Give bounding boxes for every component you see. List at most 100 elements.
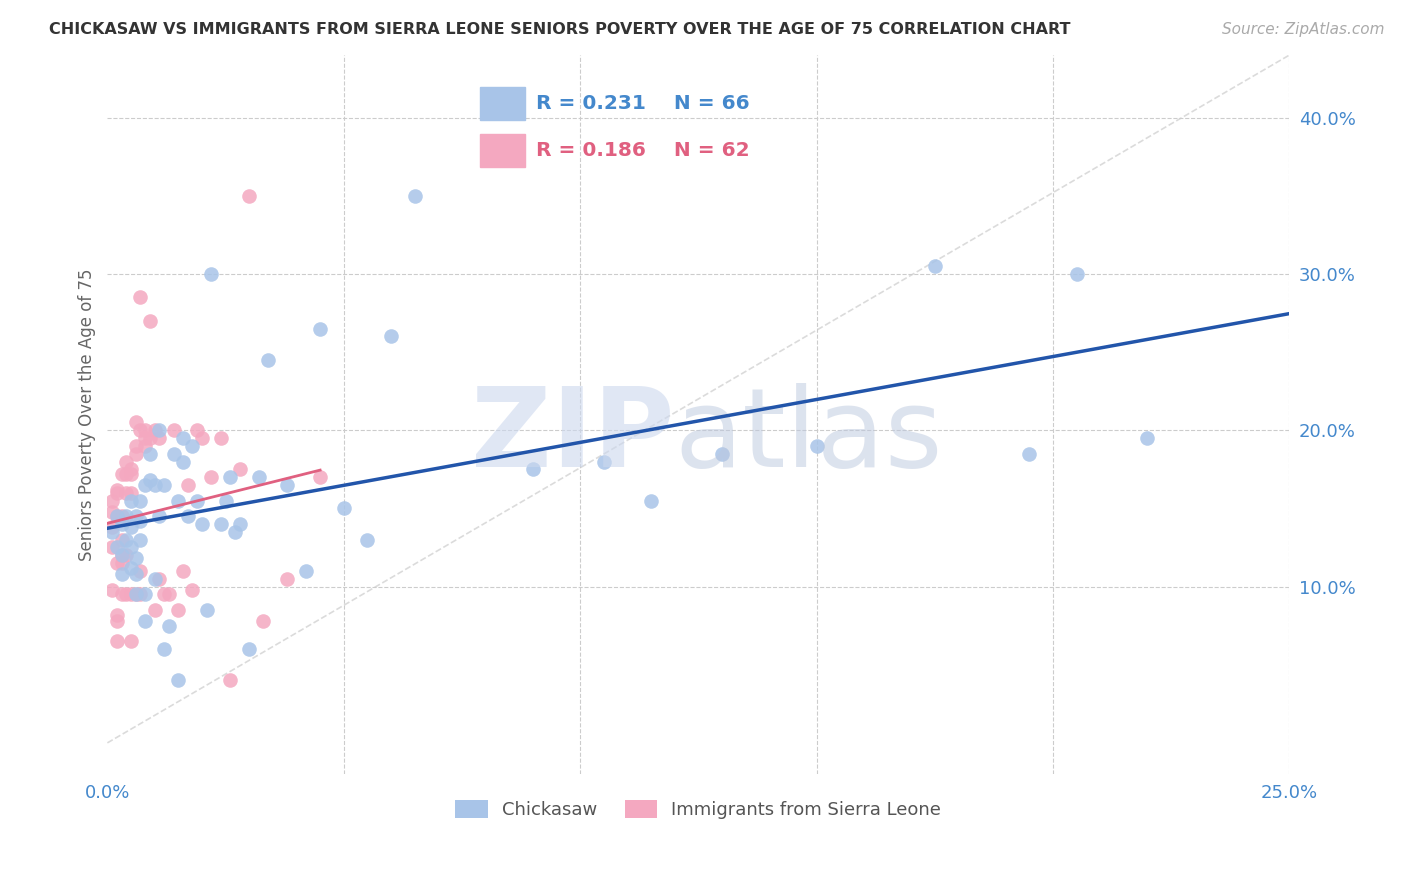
Point <box>148 572 170 586</box>
Point <box>592 454 614 468</box>
Text: Source: ZipAtlas.com: Source: ZipAtlas.com <box>1222 22 1385 37</box>
Point <box>148 431 170 445</box>
Point <box>276 478 298 492</box>
Point <box>120 541 142 555</box>
Point <box>125 567 148 582</box>
Point <box>139 473 162 487</box>
Point <box>143 478 166 492</box>
Point <box>105 541 128 555</box>
Point <box>640 493 662 508</box>
Point <box>120 462 142 476</box>
Point <box>153 587 176 601</box>
Point <box>134 478 156 492</box>
Bar <box>479 87 524 120</box>
Point <box>125 447 148 461</box>
Point <box>120 634 142 648</box>
Point <box>101 520 124 534</box>
Point <box>332 501 354 516</box>
Point <box>139 431 162 445</box>
Point <box>110 567 132 582</box>
Point <box>177 509 200 524</box>
Point <box>115 587 138 601</box>
Point <box>139 314 162 328</box>
Point <box>125 551 148 566</box>
Point <box>167 673 190 688</box>
Point <box>181 439 204 453</box>
Point <box>115 549 138 563</box>
Point <box>148 509 170 524</box>
Point <box>219 470 242 484</box>
Point <box>219 673 242 688</box>
Point <box>101 493 124 508</box>
Point <box>129 587 152 601</box>
Point <box>134 423 156 437</box>
Text: atlas: atlas <box>675 383 943 490</box>
Point <box>125 509 148 524</box>
Point <box>309 321 332 335</box>
Text: R = 0.231    N = 66: R = 0.231 N = 66 <box>537 94 749 113</box>
Point <box>105 556 128 570</box>
Point <box>522 462 544 476</box>
Point <box>195 603 218 617</box>
Point <box>134 614 156 628</box>
Point <box>172 431 194 445</box>
Point <box>105 614 128 628</box>
Point <box>143 572 166 586</box>
Point <box>125 587 148 601</box>
Point <box>356 533 378 547</box>
Point <box>162 423 184 437</box>
Point <box>110 587 132 601</box>
Point <box>209 516 232 531</box>
Point <box>229 516 252 531</box>
Point <box>105 509 128 524</box>
Point <box>209 431 232 445</box>
Point <box>115 467 138 481</box>
Point <box>404 189 426 203</box>
Point <box>167 603 190 617</box>
Point <box>115 533 138 547</box>
Point <box>257 353 280 368</box>
Point <box>134 431 156 445</box>
Point <box>238 642 260 657</box>
Point <box>129 290 152 304</box>
Point <box>143 603 166 617</box>
Point <box>125 439 148 453</box>
Point <box>200 470 222 484</box>
Point <box>110 549 132 563</box>
Point <box>276 572 298 586</box>
Point <box>120 485 142 500</box>
Point <box>120 493 142 508</box>
Point <box>120 587 142 601</box>
Point <box>134 439 156 453</box>
Point <box>380 329 402 343</box>
Point <box>110 533 132 547</box>
Point <box>806 439 828 453</box>
Point <box>115 509 138 524</box>
Point <box>177 478 200 492</box>
Point <box>309 470 332 484</box>
Point <box>710 447 733 461</box>
Point <box>224 524 246 539</box>
Point <box>101 524 124 539</box>
Point <box>129 423 152 437</box>
Point <box>186 423 208 437</box>
Point <box>153 642 176 657</box>
Point <box>181 582 204 597</box>
Point <box>110 549 132 563</box>
Point <box>120 520 142 534</box>
Point <box>295 564 318 578</box>
Point <box>110 516 132 531</box>
Point <box>247 470 270 484</box>
Point <box>186 493 208 508</box>
Point <box>105 634 128 648</box>
Point <box>115 454 138 468</box>
Point <box>191 431 214 445</box>
Point <box>120 467 142 481</box>
Point <box>214 493 236 508</box>
Point <box>153 478 176 492</box>
Point <box>125 416 148 430</box>
Point <box>129 514 152 528</box>
Point <box>157 587 180 601</box>
Point <box>110 467 132 481</box>
Point <box>229 462 252 476</box>
